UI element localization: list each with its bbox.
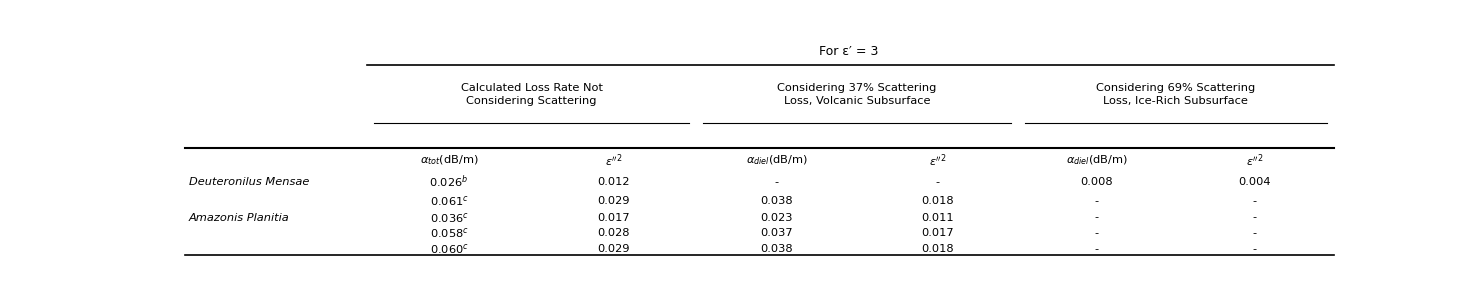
Text: 0.017: 0.017: [922, 228, 954, 238]
Text: 0.061$^{c}$: 0.061$^{c}$: [430, 194, 468, 208]
Text: Amazonis Planitia: Amazonis Planitia: [188, 212, 289, 223]
Text: -: -: [1252, 244, 1257, 254]
Text: 0.058$^{c}$: 0.058$^{c}$: [430, 226, 468, 240]
Text: $\varepsilon^{\prime\prime2}$: $\varepsilon^{\prime\prime2}$: [605, 152, 622, 169]
Text: -: -: [1095, 228, 1100, 238]
Text: 0.038: 0.038: [760, 196, 793, 206]
Text: 0.008: 0.008: [1080, 177, 1113, 187]
Text: Deuteronilus Mensae: Deuteronilus Mensae: [188, 177, 310, 187]
Text: 0.060$^{c}$: 0.060$^{c}$: [430, 242, 468, 256]
Text: -: -: [775, 177, 780, 187]
Text: 0.017: 0.017: [597, 212, 630, 223]
Text: 0.004: 0.004: [1239, 177, 1272, 187]
Text: -: -: [935, 177, 940, 187]
Text: Considering 69% Scattering
Loss, Ice-Rich Subsurface: Considering 69% Scattering Loss, Ice-Ric…: [1097, 83, 1255, 106]
Text: -: -: [1252, 196, 1257, 206]
Text: $\alpha_{diel}$(dB/m): $\alpha_{diel}$(dB/m): [1066, 154, 1128, 167]
Text: $\alpha_{diel}$(dB/m): $\alpha_{diel}$(dB/m): [745, 154, 808, 167]
Text: 0.011: 0.011: [922, 212, 954, 223]
Text: 0.036$^{c}$: 0.036$^{c}$: [430, 210, 468, 225]
Text: -: -: [1095, 244, 1100, 254]
Text: For ε′ = 3: For ε′ = 3: [820, 45, 879, 58]
Text: 0.023: 0.023: [760, 212, 793, 223]
Text: $\alpha_{tot}$(dB/m): $\alpha_{tot}$(dB/m): [419, 154, 479, 167]
Text: Considering 37% Scattering
Loss, Volcanic Subsurface: Considering 37% Scattering Loss, Volcani…: [778, 83, 937, 106]
Text: 0.012: 0.012: [597, 177, 630, 187]
Text: 0.038: 0.038: [760, 244, 793, 254]
Text: 0.029: 0.029: [597, 196, 630, 206]
Text: $\varepsilon^{\prime\prime2}$: $\varepsilon^{\prime\prime2}$: [929, 152, 946, 169]
Text: 0.018: 0.018: [922, 196, 954, 206]
Text: 0.028: 0.028: [597, 228, 630, 238]
Text: 0.029: 0.029: [597, 244, 630, 254]
Text: -: -: [1095, 212, 1100, 223]
Text: -: -: [1252, 212, 1257, 223]
Text: 0.018: 0.018: [922, 244, 954, 254]
Text: -: -: [1095, 196, 1100, 206]
Text: 0.026$^{b}$: 0.026$^{b}$: [430, 173, 468, 190]
Text: 0.037: 0.037: [760, 228, 793, 238]
Text: -: -: [1252, 228, 1257, 238]
Text: Calculated Loss Rate Not
Considering Scattering: Calculated Loss Rate Not Considering Sca…: [461, 83, 603, 106]
Text: $\varepsilon^{\prime\prime2}$: $\varepsilon^{\prime\prime2}$: [1246, 152, 1264, 169]
